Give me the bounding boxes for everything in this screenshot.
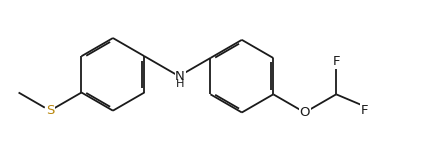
Text: H: H: [176, 79, 184, 89]
Text: F: F: [332, 55, 340, 68]
Text: S: S: [46, 104, 54, 117]
Text: F: F: [361, 104, 368, 117]
Text: O: O: [300, 106, 310, 119]
Text: N: N: [175, 70, 185, 83]
